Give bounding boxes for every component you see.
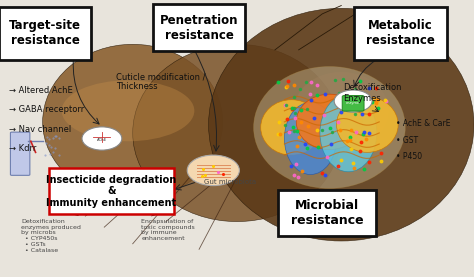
Ellipse shape [261,100,322,155]
Circle shape [187,155,239,186]
Text: Insecticide degradation
&
Immunity enhancement: Insecticide degradation & Immunity enhan… [46,175,176,208]
Ellipse shape [284,102,337,175]
Text: Detoxification
Enzymes: Detoxification Enzymes [343,83,401,102]
Text: Gut microbiota: Gut microbiota [204,179,256,185]
Ellipse shape [254,66,405,188]
Text: → GABA receptorr: → GABA receptorr [9,105,85,114]
Text: enzyme: enzyme [346,101,360,105]
Text: Metabolic
resistance: Metabolic resistance [366,19,435,47]
Text: Cuticle modification /
Thickness: Cuticle modification / Thickness [117,72,206,91]
Ellipse shape [320,94,377,172]
Text: → Kdrr: → Kdrr [9,144,37,153]
Text: Microbial
resistance: Microbial resistance [291,199,364,227]
FancyBboxPatch shape [48,168,174,214]
FancyBboxPatch shape [153,4,246,51]
Text: • GST: • GST [396,136,418,145]
Text: Target-site
resistance: Target-site resistance [9,19,81,47]
Text: • AchE & CarE: • AchE & CarE [396,119,450,128]
Text: • P450: • P450 [396,152,422,161]
Text: Encapsulation of
toxic compounds
by immune
enhancement: Encapsulation of toxic compounds by immu… [141,219,195,241]
FancyBboxPatch shape [278,191,375,236]
Ellipse shape [337,97,398,152]
Ellipse shape [296,94,363,150]
Ellipse shape [62,80,194,141]
FancyBboxPatch shape [354,7,447,60]
Text: → Nav channel: → Nav channel [9,125,72,134]
Circle shape [334,90,372,112]
Text: → Altered AchE: → Altered AchE [9,86,73,95]
FancyBboxPatch shape [0,7,91,60]
Text: Penetration
resistance: Penetration resistance [160,14,238,42]
Ellipse shape [43,44,223,199]
Text: Detoxification
enzymes produced
by microbs
  • CYP450s
  • GSTs
  • Catalase: Detoxification enzymes produced by micro… [21,219,81,253]
Circle shape [82,127,122,150]
Ellipse shape [209,8,474,241]
FancyBboxPatch shape [342,96,364,111]
Ellipse shape [133,44,341,222]
Text: AChE: AChE [97,138,107,142]
Ellipse shape [294,72,389,150]
FancyBboxPatch shape [10,132,30,175]
